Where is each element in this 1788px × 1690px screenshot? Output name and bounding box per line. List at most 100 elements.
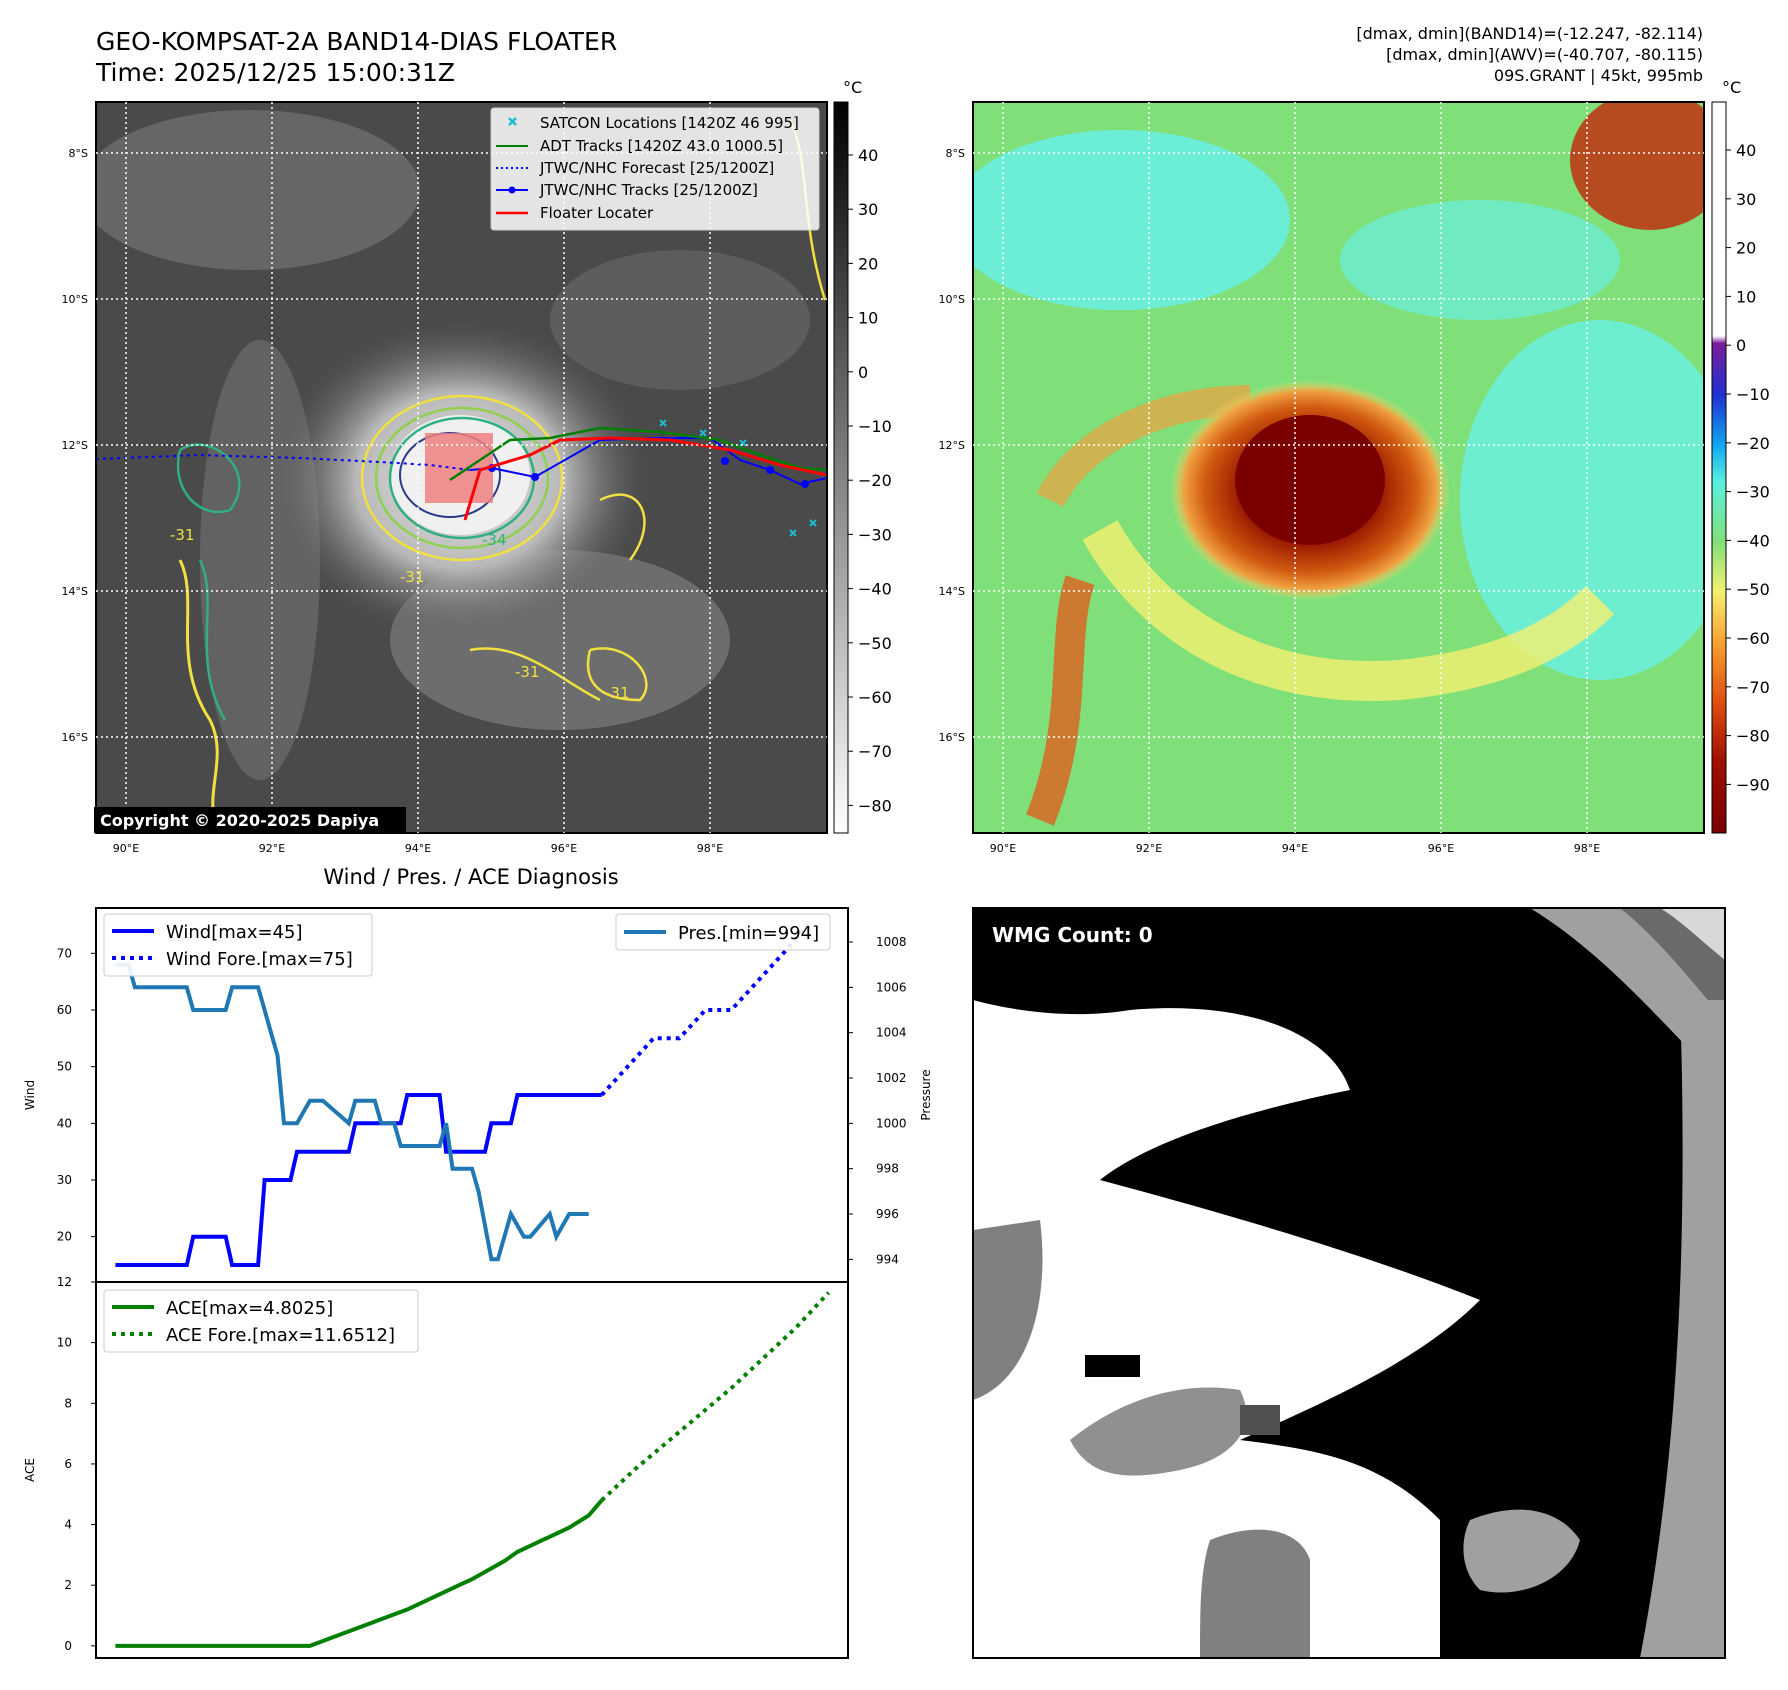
ace-marks: 0 2 4 6 8 10 12 [57, 1275, 831, 1653]
color-map-panel [973, 102, 1704, 833]
main-time: Time: 2025/12/25 15:00:31Z [95, 58, 455, 87]
wmg-panel [973, 908, 1725, 1658]
y-tick-label: 994 [876, 1252, 899, 1266]
y-tick-label: 1002 [876, 1071, 907, 1085]
colorbar-tick-label: −80 [858, 796, 892, 815]
y-tick-label: 996 [876, 1207, 899, 1221]
y-tick-label: 8 [64, 1396, 72, 1410]
wmg-count: WMG Count: 0 [992, 923, 1153, 947]
y-tick-label: 998 [876, 1162, 899, 1176]
colorbar-tick-label: 10 [858, 309, 878, 328]
colorbar-tick-label: −40 [858, 580, 892, 599]
colorbar-tick-label: 0 [858, 363, 868, 382]
lat-label: 16°S [62, 731, 88, 744]
y-tick-label: 12 [57, 1275, 72, 1289]
color-colorbar-unit: °C [1722, 78, 1741, 97]
lon-label: 92°E [1136, 842, 1162, 855]
jtwc-track-line [469, 437, 827, 486]
y-tick-label: 20 [57, 1230, 72, 1244]
colorbar-tick-label: −50 [858, 634, 892, 653]
lat-label: 10°S [62, 293, 88, 306]
y-tick-label: 40 [57, 1116, 72, 1130]
lon-label: 94°E [405, 842, 431, 855]
lat-label: 10°S [939, 293, 965, 306]
lon-label: 92°E [259, 842, 285, 855]
jtwc-forecast-line [96, 453, 471, 471]
pressure-ylabel: Pressure [919, 1069, 933, 1120]
lon-label: 90°E [990, 842, 1016, 855]
legend-adt: ADT Tracks [1420Z 43.0 1000.5] [540, 137, 783, 155]
colorbar-tick-label: −80 [1736, 727, 1770, 746]
colorbar-tick-label: −10 [1736, 385, 1770, 404]
pressure-legend: Pres.[min=994] [615, 913, 831, 951]
gray-colorbar-ticks: 40 30 20 10 0 −10 −20 −30 −40 −50 −60 −70 −80 [848, 146, 892, 815]
adt-track-line [449, 426, 827, 482]
y-tick-label: 50 [57, 1060, 72, 1074]
legend-forecast: JTWC/NHC Forecast [25/1200Z] [539, 159, 774, 177]
ace-legend: ACE[max=4.8025] ACE Fore.[max=11.6512] [103, 1289, 419, 1353]
y-tick-label: 10 [57, 1336, 72, 1350]
colorbar-tick-label: 30 [1736, 190, 1756, 209]
legend-ace-fore: ACE Fore.[max=11.6512] [166, 1325, 395, 1346]
y-tick-label: 60 [57, 1003, 72, 1017]
colorbar-tick-label: 10 [1736, 287, 1756, 306]
colorbar-tick-label: −70 [858, 742, 892, 761]
legend-ace: ACE[max=4.8025] [166, 1298, 333, 1319]
lat-label: 12°S [939, 439, 965, 452]
lon-label: 98°E [697, 842, 723, 855]
info-awv: [dmax, dmin](AWV)=(-40.707, -80.115) [1386, 45, 1703, 64]
diagnosis-title: Wind / Pres. / ACE Diagnosis [323, 865, 618, 889]
colorbar-tick-label: −30 [1736, 483, 1770, 502]
lon-label: 90°E [113, 842, 139, 855]
legend-satcon-icon [508, 117, 517, 126]
color-map-grid: 8°S 10°S 12°S 14°S 16°S 90°E 92°E 94°E 96°E 98°E [939, 102, 1704, 855]
legend-pressure: Pres.[min=994] [678, 923, 819, 944]
colorbar-tick-label: 40 [1736, 141, 1756, 160]
main-title: GEO-KOMPSAT-2A BAND14-DIAS FLOATER [96, 27, 617, 56]
lon-label: 96°E [1428, 842, 1454, 855]
colorbar-tick-label: 30 [858, 200, 878, 219]
wind-legend: Wind[max=45] Wind Fore.[max=75] [103, 913, 373, 977]
series-line [115, 962, 589, 1262]
series-line [115, 1499, 604, 1648]
y-tick-label: 6 [64, 1457, 72, 1471]
y-tick-label: 4 [64, 1518, 72, 1532]
colorbar-tick-label: −70 [1736, 678, 1770, 697]
lon-label: 94°E [1282, 842, 1308, 855]
copyright: Copyright © 2020-2025 Dapiya [100, 811, 379, 830]
colorbar-tick-label: 20 [858, 254, 878, 273]
color-colorbar-ticks: 40 30 20 10 0 −10 −20 −30 −40 −50 −60 −70 −80 −90 [1726, 141, 1770, 794]
wind-ylabel: Wind [23, 1080, 37, 1110]
y-tick-label: 70 [57, 946, 72, 960]
color-colorbar [1711, 101, 1727, 834]
y-tick-label: 1000 [876, 1116, 907, 1130]
map-legend: SATCON Locations [1420Z 46 995] ADT Trac… [490, 107, 820, 231]
info-band14: [dmax, dmin](BAND14)=(-12.247, -82.114) [1356, 24, 1703, 43]
contour-label: -31 [605, 684, 630, 702]
colorbar-tick-label: −50 [1736, 580, 1770, 599]
lon-label: 96°E [551, 842, 577, 855]
colorbar-tick-label: 0 [1736, 336, 1746, 355]
legend-satcon: SATCON Locations [1420Z 46 995] [540, 114, 799, 132]
colorbar-tick-label: −30 [858, 525, 892, 544]
contour-label: -31 [400, 568, 425, 586]
ace-ylabel: ACE [23, 1458, 37, 1482]
y-tick-label: 30 [57, 1173, 72, 1187]
y-tick-label: 1004 [876, 1026, 907, 1040]
series-line [115, 1093, 602, 1267]
legend-wind-fore: Wind Fore.[max=75] [166, 949, 353, 970]
colorbar-tick-label: −60 [858, 688, 892, 707]
lat-label: 14°S [62, 585, 88, 598]
lat-label: 16°S [939, 731, 965, 744]
colorbar-tick-label: −60 [1736, 629, 1770, 648]
wind-pressure-marks: 20 30 40 50 60 70 994 996 998 1000 1002 1004 1006 100… [57, 923, 907, 1267]
colorbar-tick-label: −10 [858, 417, 892, 436]
colorbar-tick-label: 40 [858, 146, 878, 165]
colorbar-tick-label: −20 [858, 471, 892, 490]
floater-locater-line [463, 436, 827, 521]
y-tick-label: 2 [64, 1578, 72, 1592]
colorbar-tick-label: 20 [1736, 239, 1756, 258]
contour-label: -31 [170, 526, 195, 544]
legend-locater: Floater Locater [540, 204, 654, 222]
